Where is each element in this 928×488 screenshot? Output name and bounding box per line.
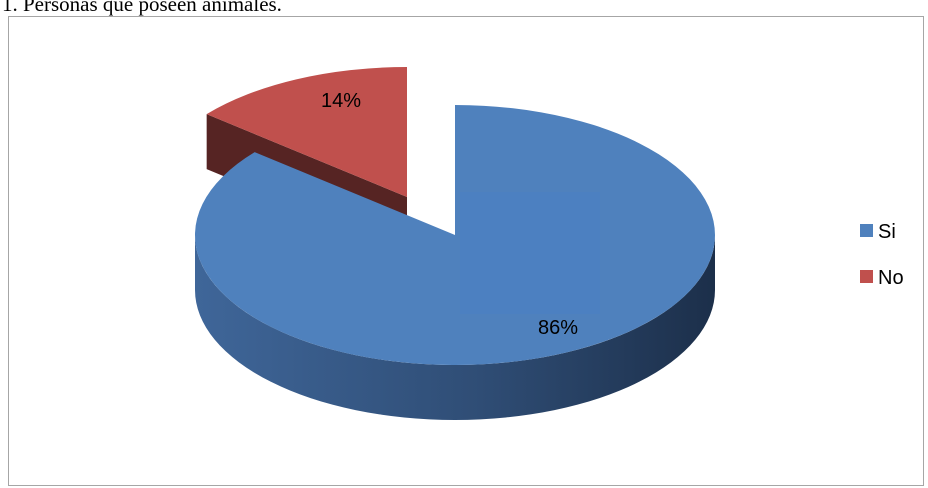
chart-caption: 1. Personas que poseen animales. xyxy=(2,0,282,16)
slice-side-wall xyxy=(195,235,715,420)
slice-highlight xyxy=(460,192,600,314)
legend-swatch xyxy=(860,270,873,283)
legend-item-no: No xyxy=(860,267,904,289)
legend-label: No xyxy=(878,267,904,289)
legend-item-si: Si xyxy=(860,221,896,243)
slice-top xyxy=(206,67,407,197)
legend-label: Si xyxy=(878,221,896,243)
data-label-si: 86% xyxy=(538,317,578,339)
legend-swatch xyxy=(860,224,873,237)
data-label-no: 14% xyxy=(321,90,361,112)
